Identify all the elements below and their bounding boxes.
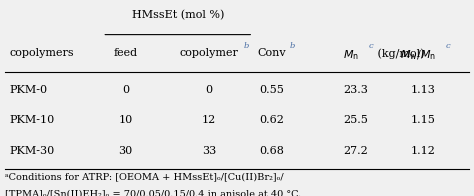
Text: 0: 0 xyxy=(206,84,213,94)
Text: ᵃConditions for ATRP: [OEOMA + HMssEt]ₒ/[Cu(II)Br₂]ₒ/: ᵃConditions for ATRP: [OEOMA + HMssEt]ₒ/… xyxy=(5,172,283,181)
Text: 1.15: 1.15 xyxy=(410,115,435,125)
Text: 27.2: 27.2 xyxy=(343,146,368,156)
Text: 0.68: 0.68 xyxy=(259,146,284,156)
Text: 25.5: 25.5 xyxy=(343,115,368,125)
Text: copolymers: copolymers xyxy=(9,48,74,58)
Text: 12: 12 xyxy=(202,115,216,125)
Text: (kg/mol): (kg/mol) xyxy=(374,48,425,59)
Text: PKM-10: PKM-10 xyxy=(9,115,55,125)
Text: Conv: Conv xyxy=(257,48,286,58)
Text: PKM-30: PKM-30 xyxy=(9,146,55,156)
Text: 0.55: 0.55 xyxy=(259,84,284,94)
Text: 1.13: 1.13 xyxy=(410,84,435,94)
Text: HMssEt (mol %): HMssEt (mol %) xyxy=(132,10,224,20)
Text: c: c xyxy=(446,42,451,50)
Text: 23.3: 23.3 xyxy=(343,84,368,94)
Text: b: b xyxy=(290,42,295,50)
Text: 10: 10 xyxy=(118,115,133,125)
Text: $M_\mathrm{n}$: $M_\mathrm{n}$ xyxy=(343,48,359,62)
Text: b: b xyxy=(244,42,249,50)
Text: copolymer: copolymer xyxy=(180,48,238,58)
Text: 0: 0 xyxy=(122,84,129,94)
Text: 30: 30 xyxy=(118,146,133,156)
Text: 1.12: 1.12 xyxy=(410,146,435,156)
Text: PKM-0: PKM-0 xyxy=(9,84,47,94)
Text: [TPMA]ₒ/[Sn(II)EH₂]ₒ = 70/0.05/0.15/0.4 in anisole at 40 °C.: [TPMA]ₒ/[Sn(II)EH₂]ₒ = 70/0.05/0.15/0.4 … xyxy=(5,189,301,196)
Text: c: c xyxy=(368,42,373,50)
Text: 33: 33 xyxy=(202,146,216,156)
Text: 0.62: 0.62 xyxy=(259,115,284,125)
Text: feed: feed xyxy=(113,48,137,58)
Text: $M_\mathrm{w}$/$M_\mathrm{n}$: $M_\mathrm{w}$/$M_\mathrm{n}$ xyxy=(400,48,436,62)
